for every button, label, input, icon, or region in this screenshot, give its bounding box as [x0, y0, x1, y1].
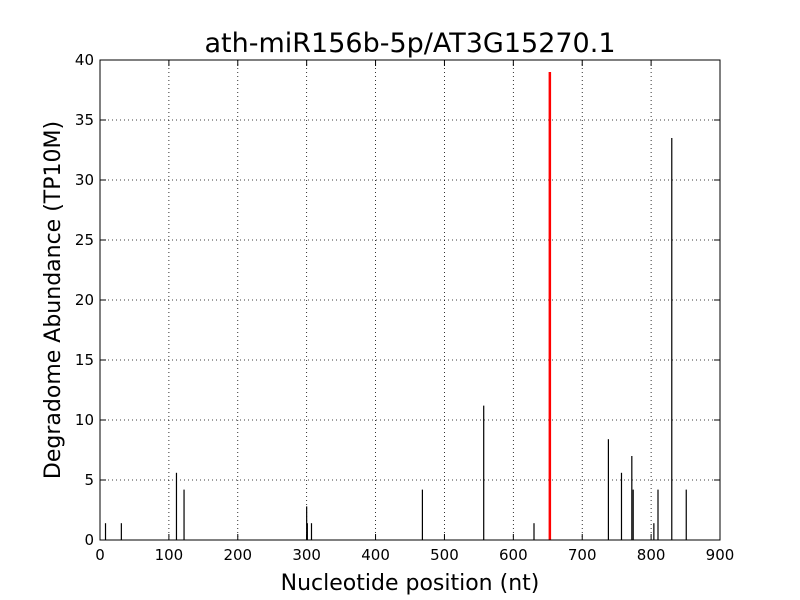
y-tick-label: 40 [75, 51, 94, 69]
x-tick-label: 200 [223, 546, 252, 564]
bars [104, 72, 687, 540]
x-tick-label: 100 [155, 546, 184, 564]
x-tick-label: 300 [292, 546, 321, 564]
x-tick-label: 900 [706, 546, 735, 564]
y-tick-label: 35 [75, 111, 94, 129]
grid [100, 60, 720, 540]
chart-title: ath-miR156b-5p/AT3G15270.1 [205, 28, 616, 59]
x-axis-label: Nucleotide position (nt) [281, 571, 540, 596]
y-tick-label: 20 [75, 291, 94, 309]
y-tick-label: 25 [75, 231, 94, 249]
x-tick-label: 400 [361, 546, 390, 564]
ticks: 0 100 200 300 400 500 600 700 800 900 0 5 10 15 20 25 30… [75, 51, 734, 564]
x-tick-label: 500 [430, 546, 459, 564]
x-tick-label: 800 [637, 546, 666, 564]
y-tick-label: 0 [84, 531, 94, 549]
y-axis-label: Degradome Abundance (TP10M) [41, 121, 66, 479]
y-tick-label: 15 [75, 351, 94, 369]
y-tick-label: 10 [75, 411, 94, 429]
y-tick-label: 5 [84, 471, 94, 489]
x-tick-label: 0 [95, 546, 105, 564]
x-tick-label: 600 [499, 546, 528, 564]
y-tick-label: 30 [75, 171, 94, 189]
x-tick-label: 700 [568, 546, 597, 564]
